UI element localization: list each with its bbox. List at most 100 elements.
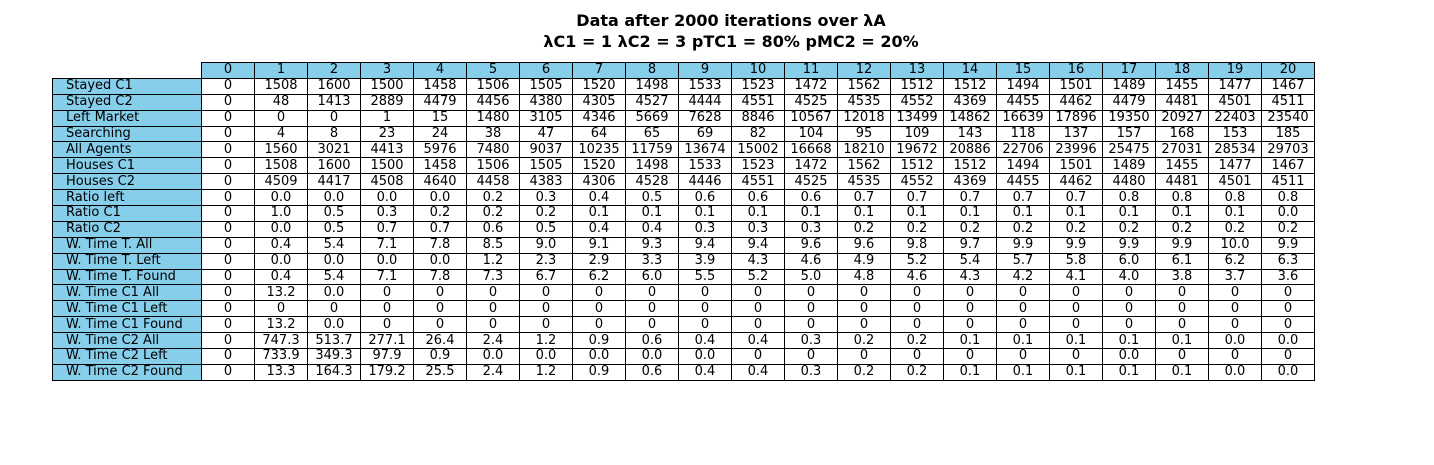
table-cell: 9.9 (1049, 236, 1103, 254)
table-cell: 0 (996, 284, 1050, 302)
table-cell: 9.7 (943, 236, 997, 254)
table-cell: 0.4 (254, 236, 308, 254)
table-cell: 3.6 (1261, 268, 1315, 286)
table-cell: 0 (201, 332, 255, 350)
table-cell: 0.0 (254, 189, 308, 207)
table-cell: 4346 (572, 109, 626, 127)
table-cell: 0 (943, 348, 997, 365)
table-cell: 4383 (519, 173, 573, 191)
table-row: Ratio C1 0 1.0 0.5 0.3 0.2 0.2 0.2 0.1 0.1 0.1 0.1 0… (52, 205, 1315, 222)
table-cell: 0 (466, 316, 520, 334)
table-row: W. Time C2 Found 0 13.3 164.3 179.2 25.5 2.4 1.… (52, 363, 1315, 381)
table-cell: 0 (996, 300, 1050, 318)
table-cell: 0.1 (1049, 363, 1103, 381)
table-cell: 118 (996, 125, 1050, 143)
table-cell: 0.2 (1102, 220, 1156, 238)
table-cell: 0 (1102, 316, 1156, 334)
table-cell: 5.2 (731, 268, 785, 286)
table-cell: 513.7 (307, 332, 361, 350)
table-cell: 153 (1208, 125, 1262, 143)
table-cell: 4.3 (943, 268, 997, 286)
table-cell: 185 (1261, 125, 1315, 143)
table-row: Ratio C2 0 0.0 0.5 0.7 0.7 0.6 0.5 0.4 0.4 0.3 0.3 0… (52, 220, 1315, 238)
table-cell: 0.3 (784, 332, 838, 350)
table-cell: 0.1 (731, 205, 785, 222)
table-cell: 15002 (731, 141, 785, 159)
row-label: W. Time T. Left (52, 252, 202, 270)
table-cell: 3.8 (1155, 268, 1209, 286)
table-cell: 0.2 (943, 220, 997, 238)
table-row: All Agents 0 1560 3021 4413 5976 7480 9037 10235… (52, 141, 1315, 159)
table-cell: 1512 (890, 157, 944, 175)
table-cell: 349.3 (307, 348, 361, 365)
table-cell: 0 (996, 316, 1050, 334)
table-cell: 12018 (837, 109, 891, 127)
table-cell: 4 (254, 125, 308, 143)
table-cell: 47 (519, 125, 573, 143)
table-cell: 9.8 (890, 236, 944, 254)
table-cell: 0.1 (943, 205, 997, 222)
table-cell: 0 (784, 300, 838, 318)
table-cell: 5669 (625, 109, 679, 127)
table-cell: 0.0 (307, 252, 361, 270)
table-cell: 0 (201, 300, 255, 318)
table-cell: 24 (413, 125, 467, 143)
table-cell: 0.8 (1261, 189, 1315, 207)
table-cell: 1520 (572, 77, 626, 95)
table-cell: 0 (413, 300, 467, 318)
table-cell: 4535 (837, 173, 891, 191)
table-cell: 4306 (572, 173, 626, 191)
table-cell: 0.1 (943, 363, 997, 381)
table-cell: 0.2 (837, 332, 891, 350)
table-cell: 4525 (784, 93, 838, 111)
table-cell: 1523 (731, 77, 785, 95)
table-cell: 4456 (466, 93, 520, 111)
table-cell: 0 (731, 348, 785, 365)
table-cell: 17896 (1049, 109, 1103, 127)
table-cell: 18210 (837, 141, 891, 159)
table-cell: 0.7 (837, 189, 891, 207)
table-cell: 0 (678, 316, 732, 334)
column-header-19: 19 (1208, 62, 1262, 79)
table-cell: 1501 (1049, 77, 1103, 95)
table-cell: 0 (307, 109, 361, 127)
table-cell: 0.5 (625, 189, 679, 207)
table-cell: 6.2 (1208, 252, 1262, 270)
row-label: W. Time T. All (52, 236, 202, 254)
table-cell: 1505 (519, 157, 573, 175)
table-cell: 23540 (1261, 109, 1315, 127)
table-cell: 0.7 (996, 189, 1050, 207)
table-cell: 0.1 (1155, 363, 1209, 381)
table-cell: 4417 (307, 173, 361, 191)
table-cell: 0 (201, 189, 255, 207)
row-label: W. Time C2 All (52, 332, 202, 350)
table-cell: 0.0 (519, 348, 573, 365)
table-cell: 1494 (996, 157, 1050, 175)
table-cell: 0.1 (996, 205, 1050, 222)
table-cell: 0.0 (1102, 348, 1156, 365)
table-cell: 0.1 (996, 332, 1050, 350)
column-header-0: 0 (201, 62, 255, 79)
table-cell: 0.1 (996, 363, 1050, 381)
table-cell: 0.0 (413, 252, 467, 270)
table-cell: 3.9 (678, 252, 732, 270)
row-label: Stayed C2 (52, 93, 202, 111)
table-cell: 0.6 (731, 189, 785, 207)
column-header-4: 4 (413, 62, 467, 79)
table-cell: 0.6 (466, 220, 520, 238)
table-cell: 0 (890, 316, 944, 334)
table-cell: 0.2 (413, 205, 467, 222)
table-cell: 4501 (1208, 93, 1262, 111)
table-cell: 4455 (996, 173, 1050, 191)
table-cell: 4462 (1049, 173, 1103, 191)
table-cell: 0 (943, 316, 997, 334)
table-cell: 0.7 (943, 189, 997, 207)
row-label: Houses C2 (52, 173, 202, 191)
table-cell: 5.7 (996, 252, 1050, 270)
table-cell: 0.2 (466, 205, 520, 222)
table-cell: 1600 (307, 157, 361, 175)
table-cell: 0 (678, 300, 732, 318)
table-cell: 0.2 (1155, 220, 1209, 238)
table-cell: 0.8 (1155, 189, 1209, 207)
table-cell: 1.2 (519, 332, 573, 350)
